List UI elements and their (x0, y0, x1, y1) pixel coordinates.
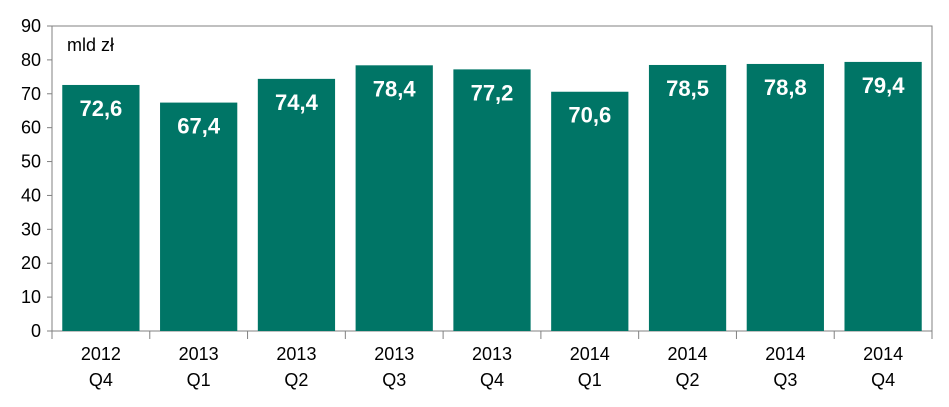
data-label: 78,4 (373, 76, 417, 101)
data-label: 77,2 (471, 80, 514, 105)
y-tick-label: 20 (21, 253, 41, 273)
y-tick-label: 80 (21, 50, 41, 70)
data-label: 72,6 (79, 96, 122, 121)
x-category-quarter-label: Q4 (89, 370, 113, 390)
x-category-quarter-label: Q2 (676, 370, 700, 390)
bar (648, 64, 727, 331)
unit-label: mld zł (67, 35, 114, 55)
bar (62, 84, 140, 331)
x-category-quarter-label: Q2 (284, 370, 308, 390)
x-category-year-label: 2013 (374, 344, 414, 364)
bar (551, 91, 629, 331)
x-category-year-label: 2014 (863, 344, 903, 364)
bar (746, 63, 824, 331)
y-tick-label: 50 (21, 152, 41, 172)
x-category-year-label: 2013 (276, 344, 316, 364)
y-tick-label: 30 (21, 219, 41, 239)
x-category-year-label: 2013 (472, 344, 512, 364)
y-axis: 0 10 20 30 40 50 60 70 80 90 (21, 16, 53, 341)
x-category-year-label: 2014 (570, 344, 610, 364)
x-category-year-label: 2014 (668, 344, 708, 364)
data-label: 78,5 (666, 76, 709, 101)
y-tick-label: 90 (21, 16, 41, 36)
x-category-year-label: 2012 (81, 344, 121, 364)
data-label: 74,4 (275, 90, 319, 115)
y-tick-label: 0 (31, 321, 41, 341)
x-category-year-label: 2014 (765, 344, 805, 364)
bar (355, 65, 433, 332)
bar (453, 69, 531, 331)
bar-series (62, 61, 922, 332)
y-tick-label: 60 (21, 118, 41, 138)
data-label: 78,8 (764, 75, 807, 100)
y-tick-label: 10 (21, 287, 41, 307)
bar (160, 102, 238, 331)
y-tick-label: 70 (21, 84, 41, 104)
x-category-quarter-label: Q3 (382, 370, 406, 390)
x-category-quarter-label: Q3 (773, 370, 797, 390)
data-label: 70,6 (568, 103, 611, 128)
data-label: 67,4 (177, 114, 221, 139)
bar (257, 78, 336, 331)
data-labels: 72,6 67,4 74,4 78,4 77,2 70,6 78,5 78,8 79,4 (79, 73, 905, 139)
x-category-quarter-label: Q1 (578, 370, 602, 390)
x-category-quarter-label: Q1 (187, 370, 211, 390)
data-label: 79,4 (862, 73, 906, 98)
x-axis: 2012 Q4 2013 Q1 2013 Q2 2013 Q3 2013 Q4 2014 Q1 2014… (51, 330, 933, 390)
x-category-quarter-label: Q4 (871, 370, 895, 390)
y-tick-label: 40 (21, 185, 41, 205)
x-category-year-label: 2013 (179, 344, 219, 364)
bar (844, 61, 922, 332)
x-category-quarter-label: Q4 (480, 370, 504, 390)
